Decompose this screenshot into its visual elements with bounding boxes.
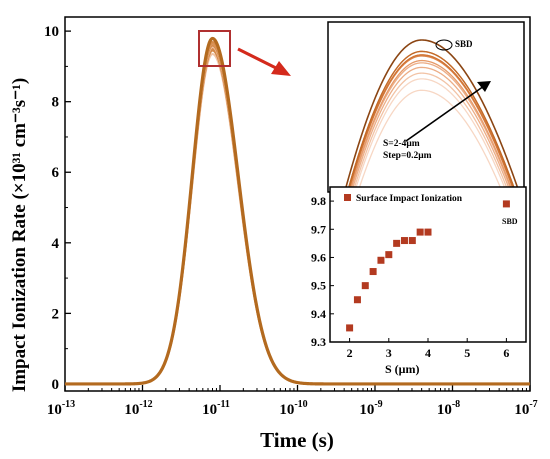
- inset-x-axis-title: S (μm): [385, 362, 419, 376]
- x-tick-label: 10-12: [124, 399, 152, 418]
- inset-range-label: S=2-4μm: [383, 139, 420, 149]
- x-tick-label: 10-8: [437, 399, 460, 418]
- zoom-series-curve: [333, 66, 521, 256]
- zoom-series-curve: [333, 72, 521, 261]
- trend-arrow-line: [405, 85, 485, 142]
- inset-y-tick-label: 9.3: [311, 335, 326, 349]
- legend-label: Surface Impact Ionization: [356, 194, 463, 204]
- zoom-series-curve: [333, 39, 521, 234]
- zoom-series-curve: [333, 78, 521, 266]
- scatter-point: [346, 324, 354, 332]
- main-series-curve: [65, 36, 530, 386]
- peak-highlight-box: [198, 30, 231, 67]
- inset-sbd-label: SBD: [455, 39, 473, 49]
- x-axis-title: Time (s): [260, 428, 334, 452]
- y-tick-label: 10: [44, 24, 59, 40]
- inset-y-tick-label: 9.8: [311, 194, 326, 208]
- scatter-point: [424, 228, 432, 236]
- scatter-point-sbd: [502, 200, 510, 208]
- legend-marker: [344, 194, 351, 201]
- scatter-sbd-label: SBD: [502, 217, 518, 226]
- inset-scatter-frame: [329, 186, 527, 343]
- y-tick-label: 2: [52, 306, 60, 322]
- x-tick-label: 10-13: [47, 399, 75, 418]
- scatter-point: [408, 237, 416, 245]
- scatter-point: [369, 268, 377, 276]
- zoom-series-curve: [333, 54, 521, 246]
- inset-step-label: Step=0.2μm: [383, 151, 432, 161]
- scatter-point: [400, 237, 408, 245]
- inset-y-tick-label: 9.6: [311, 250, 326, 264]
- y-tick-label: 0: [52, 377, 60, 393]
- scatter-point: [353, 296, 361, 304]
- x-tick-label: 10-10: [279, 399, 307, 418]
- zoom-series-curve: [333, 59, 521, 251]
- x-tick-label: 10-7: [514, 399, 537, 418]
- inset-y-tick-label: 9.5: [311, 279, 326, 293]
- y-tick-label: 8: [52, 95, 60, 111]
- y-tick-label: 4: [52, 236, 60, 252]
- inset-x-tick-label: 4: [425, 346, 431, 360]
- zoom-series-curve: [333, 62, 521, 253]
- scatter-point: [416, 228, 424, 236]
- scatter-point: [377, 256, 385, 264]
- inset-x-tick-label: 3: [386, 346, 392, 360]
- y-tick-label: 6: [52, 165, 60, 181]
- scatter-point: [393, 239, 401, 247]
- y-axis-title: Impact Ionization Rate (×10³¹ cm⁻³s⁻¹): [9, 78, 30, 392]
- inset-x-tick-label: 6: [503, 346, 509, 360]
- inset-y-tick-label: 9.7: [311, 222, 326, 236]
- trend-arrow-head: [477, 81, 491, 92]
- scatter-point: [385, 251, 393, 259]
- inset-x-tick-label: 2: [347, 346, 353, 360]
- zoom-arrow: [237, 47, 281, 72]
- sbd-marker-ellipse: [435, 39, 453, 51]
- zoom-series-curve: [333, 50, 521, 243]
- inset-x-tick-label: 5: [464, 346, 470, 360]
- scatter-point: [361, 282, 369, 290]
- zoom-arrow-head: [271, 61, 291, 76]
- inset-y-tick-label: 9.4: [311, 307, 326, 321]
- x-tick-label: 10-11: [202, 399, 230, 418]
- zoom-series-curve: [333, 89, 521, 275]
- x-tick-label: 10-9: [359, 399, 382, 418]
